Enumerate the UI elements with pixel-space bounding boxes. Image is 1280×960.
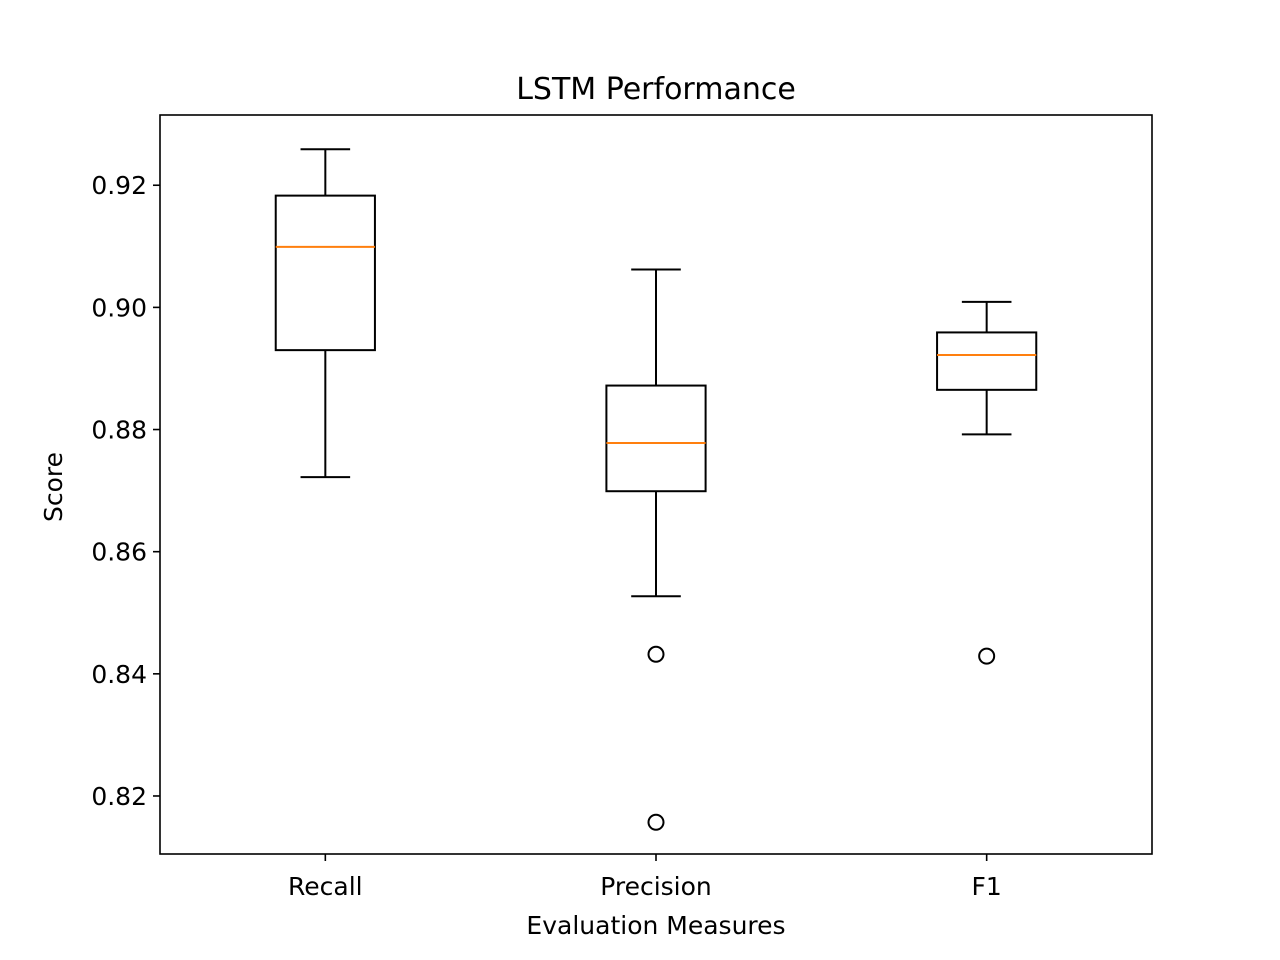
y-tick-label: 0.84 xyxy=(91,660,147,689)
box-recall xyxy=(274,148,376,479)
y-axis-label: Score xyxy=(39,452,68,522)
x-axis-ticks: Recall Precision F1 xyxy=(288,854,1002,901)
box-body xyxy=(605,384,707,493)
y-tick-label: 0.82 xyxy=(91,782,147,811)
box-body xyxy=(274,194,376,352)
y-tick-label: 0.90 xyxy=(91,293,147,322)
outlier-point xyxy=(978,647,996,665)
plot-frame xyxy=(159,114,1153,855)
y-tick-label: 0.86 xyxy=(91,538,147,567)
x-axis-label: Evaluation Measures xyxy=(526,911,785,940)
outlier-point xyxy=(647,813,665,831)
x-tick-label: Recall xyxy=(288,872,363,901)
x-tick-label: F1 xyxy=(972,872,1002,901)
box-f1 xyxy=(936,300,1038,436)
outlier-point xyxy=(647,645,665,663)
y-axis-ticks: 0.82 0.84 0.86 0.88 0.90 0.92 xyxy=(91,171,160,811)
boxes-layer xyxy=(274,148,1038,598)
plot-area xyxy=(160,115,1152,854)
y-tick-label: 0.88 xyxy=(91,416,147,445)
outliers-layer xyxy=(647,645,996,831)
chart-title: LSTM Performance xyxy=(516,72,796,107)
box-precision xyxy=(605,268,707,598)
box-body xyxy=(936,331,1038,391)
x-tick-label: Precision xyxy=(600,872,712,901)
y-tick-label: 0.92 xyxy=(91,171,147,200)
